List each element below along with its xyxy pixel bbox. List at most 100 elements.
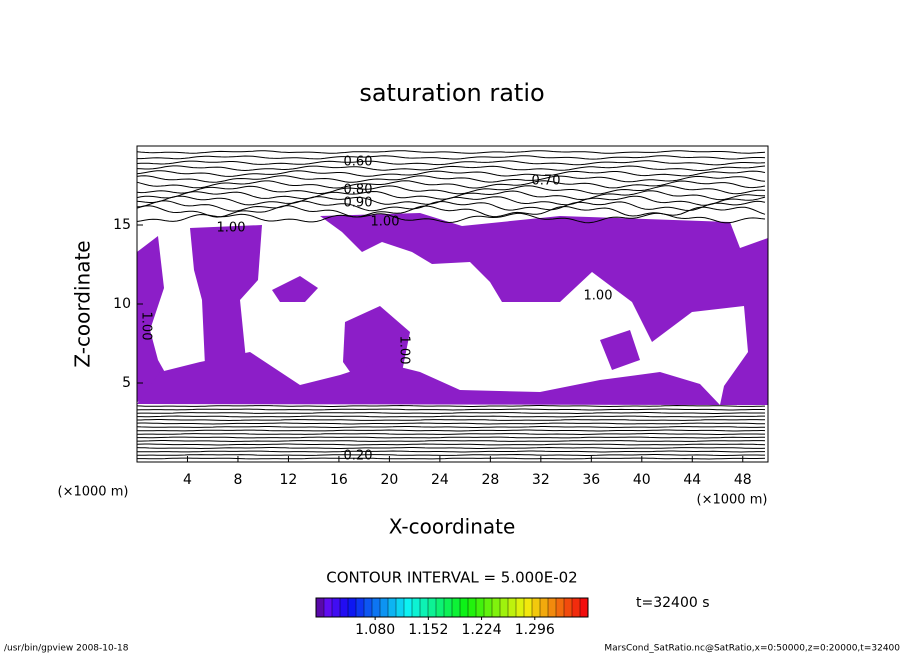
colorbar-cell xyxy=(355,597,365,618)
colorbar: 1.080 1.152 1.224 1.296 xyxy=(315,597,589,638)
colorbar-tick-label: 1.296 xyxy=(515,622,555,638)
colorbar-cell xyxy=(411,597,421,618)
y-tick-label: 10 xyxy=(113,296,131,312)
colorbar-cell xyxy=(379,597,389,618)
filled-region xyxy=(137,352,720,405)
colorbar-cell xyxy=(483,597,493,618)
contour-line xyxy=(137,418,766,422)
colorbar-cell xyxy=(531,597,541,618)
colorbar-cell xyxy=(443,597,453,618)
filled-region xyxy=(190,225,262,366)
x-tick-label: 4 xyxy=(183,472,192,488)
colorbar-cell xyxy=(451,597,461,618)
colorbar-cell xyxy=(571,597,581,618)
x-tick-label: 36 xyxy=(582,472,600,488)
x-tick-label: 40 xyxy=(633,472,651,488)
contour-line xyxy=(137,415,765,418)
contour-line xyxy=(136,422,765,425)
colorbar-cell xyxy=(363,597,373,618)
x-tick-label: 28 xyxy=(481,472,499,488)
x-tick-label: 20 xyxy=(380,472,398,488)
contour-line xyxy=(136,185,766,195)
contour-label: 1.00 xyxy=(139,312,154,341)
contour-interval: CONTOUR INTERVAL = 5.000E-02 xyxy=(326,569,577,587)
contour-label: 0.80 xyxy=(344,183,373,198)
colorbar-cell xyxy=(467,597,477,618)
colorbar-cell xyxy=(323,597,333,618)
contour-line xyxy=(136,426,766,429)
colorbar-cell xyxy=(395,597,405,618)
contour-line xyxy=(136,212,766,224)
x-tick-label: 44 xyxy=(683,472,701,488)
colorbar-cell xyxy=(547,597,557,618)
colorbar-cell xyxy=(499,597,509,618)
contour-label: 1.00 xyxy=(397,336,412,365)
x-tick-label: 48 xyxy=(734,472,752,488)
colorbar-cell xyxy=(491,597,501,618)
colorbar-cell xyxy=(507,597,517,618)
x-tick-label: 32 xyxy=(532,472,550,488)
colorbar-cell xyxy=(563,597,573,618)
contour-label: 1.00 xyxy=(584,289,613,304)
contour-line xyxy=(136,408,766,411)
plot-area xyxy=(136,145,769,463)
filled-region xyxy=(600,330,640,370)
colorbar-tick-label: 1.080 xyxy=(355,622,395,638)
time-label: t=32400 s xyxy=(636,595,710,611)
colorbar-tick-label: 1.152 xyxy=(408,622,448,638)
x-tick-label: 8 xyxy=(233,472,242,488)
x-unit: (×1000 m) xyxy=(697,493,768,508)
colorbar-cell xyxy=(331,597,341,618)
contour-label: 0.70 xyxy=(532,174,561,189)
chart-title: saturation ratio xyxy=(359,79,544,107)
colorbar-cell xyxy=(339,597,349,618)
contour-line xyxy=(136,170,766,177)
contour-line xyxy=(137,457,766,460)
x-tick-label: 24 xyxy=(431,472,449,488)
colorbar-cell xyxy=(419,597,429,618)
filled-regions xyxy=(137,213,768,405)
footer-right: MarsCond_SatRatio.nc@SatRatio,x=0:50000,… xyxy=(604,644,900,654)
contour-label: 1.00 xyxy=(371,215,400,230)
colorbar-cell xyxy=(539,597,549,618)
colorbar-cell xyxy=(475,597,485,618)
contour-line xyxy=(137,453,765,456)
colorbar-cell xyxy=(579,597,589,618)
contour-line xyxy=(136,150,766,154)
contour-line xyxy=(136,165,766,172)
contour-line xyxy=(136,433,765,436)
contour-line xyxy=(137,155,766,160)
y-tick-label: 15 xyxy=(113,217,131,233)
contour-line xyxy=(136,200,766,212)
colorbar-cell xyxy=(371,597,381,618)
x-tick-label: 16 xyxy=(330,472,348,488)
colorbar-cell xyxy=(459,597,469,618)
colorbar-cell xyxy=(555,597,565,618)
y-unit: (×1000 m) xyxy=(58,485,129,500)
footer-left: /usr/bin/gpview 2008-10-18 xyxy=(4,644,129,654)
contour-line xyxy=(136,450,765,453)
colorbar-cell xyxy=(435,597,445,618)
x-axis-title: X-coordinate xyxy=(389,515,516,539)
colorbar-frame xyxy=(315,597,589,618)
contour-label: 0.20 xyxy=(344,449,373,464)
contour-label: 1.00 xyxy=(217,221,246,236)
contour-line xyxy=(136,446,766,450)
colorbar-cell xyxy=(515,597,525,618)
contour-line xyxy=(136,180,766,189)
contour-lines xyxy=(136,150,766,460)
contour-line xyxy=(136,195,766,206)
contour-line xyxy=(136,160,766,166)
colorbar-cell xyxy=(387,597,397,618)
filled-region xyxy=(320,213,768,405)
contour-line xyxy=(136,404,766,408)
y-axis-title: Z-coordinate xyxy=(71,240,95,367)
contour-line xyxy=(136,443,766,446)
contour-line xyxy=(136,412,765,415)
contour-line xyxy=(137,429,766,432)
filled-region xyxy=(272,276,318,302)
y-tick-label: 5 xyxy=(122,375,131,391)
colorbar-tick-label: 1.224 xyxy=(462,622,502,638)
colorbar-cell xyxy=(403,597,413,618)
